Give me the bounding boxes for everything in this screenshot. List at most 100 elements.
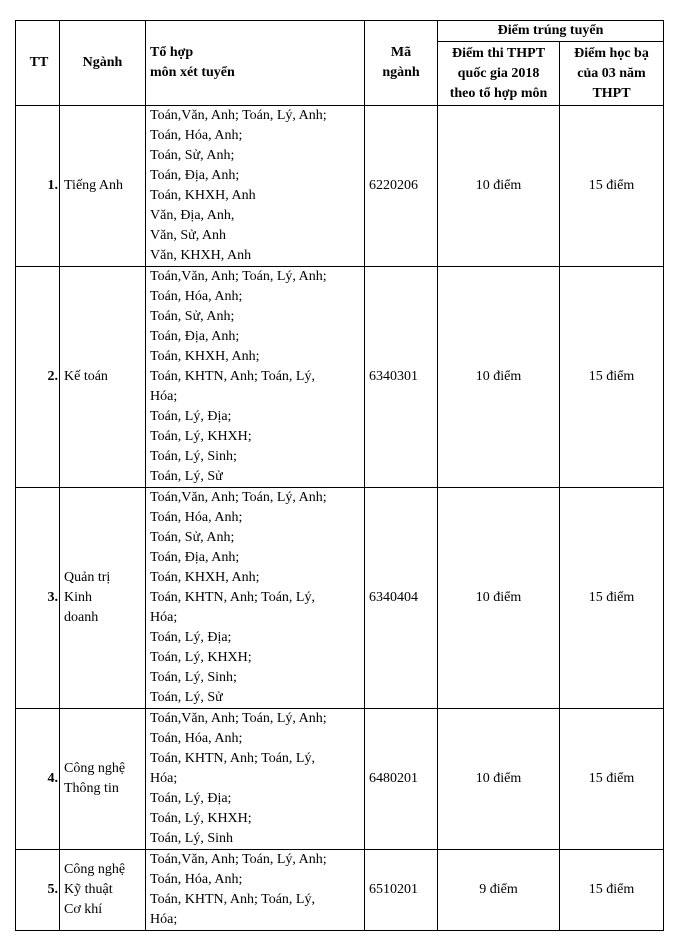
major-code: 6340404 xyxy=(364,487,438,709)
header-text: theo tổ hợp môn xyxy=(449,85,548,101)
header-text: môn xét tuyển xyxy=(150,65,235,80)
subject-combination-line: Toán,Văn, Anh; Toán, Lý, Anh; xyxy=(150,711,327,726)
major-name-line: Kế toán xyxy=(64,369,108,384)
subject-combination-line: Toán, KHXH, Anh; xyxy=(150,570,260,585)
subject-combination-line: Toán, Hóa, Anh; xyxy=(150,731,243,746)
table-row: 4. Công nghệ Thông tin Toán,Văn, Anh; Toán,… xyxy=(15,708,664,850)
header-text: Tổ hợp xyxy=(150,45,194,60)
subject-combination-line: Toán, Địa, Anh; xyxy=(150,550,240,565)
header-tt: TT xyxy=(15,20,60,106)
subject-combination-line: Toán, KHTN, Anh; Toán, Lý, xyxy=(150,590,315,605)
subject-combination-line: Toán, KHXH, Anh xyxy=(150,188,256,203)
row-number: 1. xyxy=(15,105,60,267)
transcript-score: 15 điểm xyxy=(559,708,664,850)
header-diem-trung-tuyen: Điểm trúng tuyển xyxy=(437,20,664,42)
major-code: 6220206 xyxy=(364,105,438,267)
thpt-score: 10 điểm xyxy=(437,708,560,850)
subject-combination-line: Toán, Sử, Anh; xyxy=(150,530,235,545)
transcript-score: 15 điểm xyxy=(559,487,664,709)
subject-combination-line: Toán,Văn, Anh; Toán, Lý, Anh; xyxy=(150,269,327,284)
transcript-score: 15 điểm xyxy=(559,849,664,931)
subject-combination-line: Hóa; xyxy=(150,771,178,786)
subject-combinations: Toán,Văn, Anh; Toán, Lý, Anh; Toán, Hóa, … xyxy=(145,849,365,931)
major-name-line: Kinh xyxy=(64,590,92,605)
subject-combination-line: Toán, Lý, KHXH; xyxy=(150,650,252,665)
subject-combination-line: Toán, Lý, Địa; xyxy=(150,409,232,424)
subject-combination-line: Hóa; xyxy=(150,389,178,404)
subject-combination-line: Toán, KHTN, Anh; Toán, Lý, xyxy=(150,751,315,766)
subject-combination-line: Văn, Địa, Anh, xyxy=(150,208,235,223)
header-nganh: Ngành xyxy=(59,20,146,106)
subject-combination-line: Hóa; xyxy=(150,610,178,625)
major-name: Quản trị Kinh doanh xyxy=(59,487,146,709)
subject-combination-line: Toán, Lý, Sử xyxy=(150,690,223,705)
admission-scores-table: TT Ngành Tổ hợp môn xét tuyển Mã ngành Đ… xyxy=(15,20,664,931)
subject-combination-line: Toán, Lý, Sử xyxy=(150,469,223,484)
header-ma-nganh: Mã ngành xyxy=(364,20,438,106)
table-row: 3. Quản trị Kinh doanh Toán,Văn, Anh; Toán, … xyxy=(15,487,664,709)
subject-combination-line: Toán, KHXH, Anh; xyxy=(150,349,260,364)
thpt-score: 10 điểm xyxy=(437,266,560,488)
subject-combination-line: Văn, KHXH, Anh xyxy=(150,248,252,263)
subject-combination-line: Toán, Sử, Anh; xyxy=(150,309,235,324)
major-code: 6340301 xyxy=(364,266,438,488)
thpt-score: 10 điểm xyxy=(437,105,560,267)
major-code: 6480201 xyxy=(364,708,438,850)
row-number: 3. xyxy=(15,487,60,709)
major-name-line: Quản trị xyxy=(64,570,111,585)
row-number: 4. xyxy=(15,708,60,850)
subject-combination-line: Toán, Lý, Sinh xyxy=(150,831,234,846)
header-text: Điểm học bạ xyxy=(574,45,649,61)
header-text: THPT xyxy=(592,85,631,101)
subject-combinations: Toán,Văn, Anh; Toán, Lý, Anh; Toán, Hóa, … xyxy=(145,487,365,709)
subject-combination-line: Toán, Hóa, Anh; xyxy=(150,872,243,887)
header-text: Mã xyxy=(390,45,412,60)
subject-combination-line: Toán, Lý, Địa; xyxy=(150,630,232,645)
table-row: 1. Tiếng Anh Toán,Văn, Anh; Toán, Lý, Anh;… xyxy=(15,105,664,267)
subject-combination-line: Toán, KHTN, Anh; Toán, Lý, xyxy=(150,369,315,384)
subject-combination-line: Hóa; xyxy=(150,912,178,927)
subject-combinations: Toán,Văn, Anh; Toán, Lý, Anh; Toán, Hóa, … xyxy=(145,105,365,267)
subject-combinations: Toán,Văn, Anh; Toán, Lý, Anh; Toán, Hóa, … xyxy=(145,266,365,488)
major-name-line: Công nghệ xyxy=(64,862,126,877)
subject-combination-line: Toán, Lý, Sinh; xyxy=(150,670,237,685)
subject-combination-line: Toán, Lý, Sinh; xyxy=(150,449,237,464)
subject-combination-line: Toán, Địa, Anh; xyxy=(150,329,240,344)
subject-combination-line: Toán, KHTN, Anh; Toán, Lý, xyxy=(150,892,315,907)
subject-combination-line: Toán, Sử, Anh; xyxy=(150,148,235,163)
major-code: 6510201 xyxy=(364,849,438,931)
subject-combination-line: Toán, Lý, KHXH; xyxy=(150,811,252,826)
subject-combination-line: Toán, Địa, Anh; xyxy=(150,168,240,183)
major-name: Công nghệ Thông tin xyxy=(59,708,146,850)
major-name-line: Thông tin xyxy=(64,781,119,796)
header-diem-hoc-ba: Điểm học bạ của 03 năm THPT xyxy=(559,41,664,106)
subject-combination-line: Toán, Hóa, Anh; xyxy=(150,289,243,304)
thpt-score: 10 điểm xyxy=(437,487,560,709)
subject-combination-line: Toán,Văn, Anh; Toán, Lý, Anh; xyxy=(150,490,327,505)
major-name-line: doanh xyxy=(64,610,99,625)
row-number: 5. xyxy=(15,849,60,931)
transcript-score: 15 điểm xyxy=(559,266,664,488)
major-name-line: Tiếng Anh xyxy=(64,178,124,193)
subject-combination-line: Toán, Hóa, Anh; xyxy=(150,510,243,525)
transcript-score: 15 điểm xyxy=(559,105,664,267)
header-text: Điểm thi THPT xyxy=(451,45,546,61)
header-diem-thpt: Điểm thi THPT quốc gia 2018 theo tổ hợp … xyxy=(437,41,560,106)
major-name: Công nghệ Kỹ thuật Cơ khí xyxy=(59,849,146,931)
header-text: ngành xyxy=(382,65,420,80)
subject-combinations: Toán,Văn, Anh; Toán, Lý, Anh; Toán, Hóa, … xyxy=(145,708,365,850)
thpt-score: 9 điểm xyxy=(437,849,560,931)
subject-combination-line: Toán, Lý, KHXH; xyxy=(150,429,252,444)
major-name-line: Kỹ thuật xyxy=(64,882,113,897)
subject-combination-line: Toán,Văn, Anh; Toán, Lý, Anh; xyxy=(150,852,327,867)
major-name-line: Cơ khí xyxy=(64,902,103,917)
subject-combination-line: Văn, Sử, Anh xyxy=(150,228,227,243)
header-to-hop: Tổ hợp môn xét tuyển xyxy=(145,20,365,106)
header-text: quốc gia 2018 xyxy=(457,65,540,81)
major-name-line: Công nghệ xyxy=(64,761,126,776)
table-body: 1. Tiếng Anh Toán,Văn, Anh; Toán, Lý, Anh;… xyxy=(15,105,664,931)
table-row: 5. Công nghệ Kỹ thuật Cơ khí Toán,Văn, Anh; … xyxy=(15,849,664,931)
header-text: của 03 năm xyxy=(577,65,646,81)
subject-combination-line: Toán,Văn, Anh; Toán, Lý, Anh; xyxy=(150,108,327,123)
subject-combination-line: Toán, Hóa, Anh; xyxy=(150,128,243,143)
